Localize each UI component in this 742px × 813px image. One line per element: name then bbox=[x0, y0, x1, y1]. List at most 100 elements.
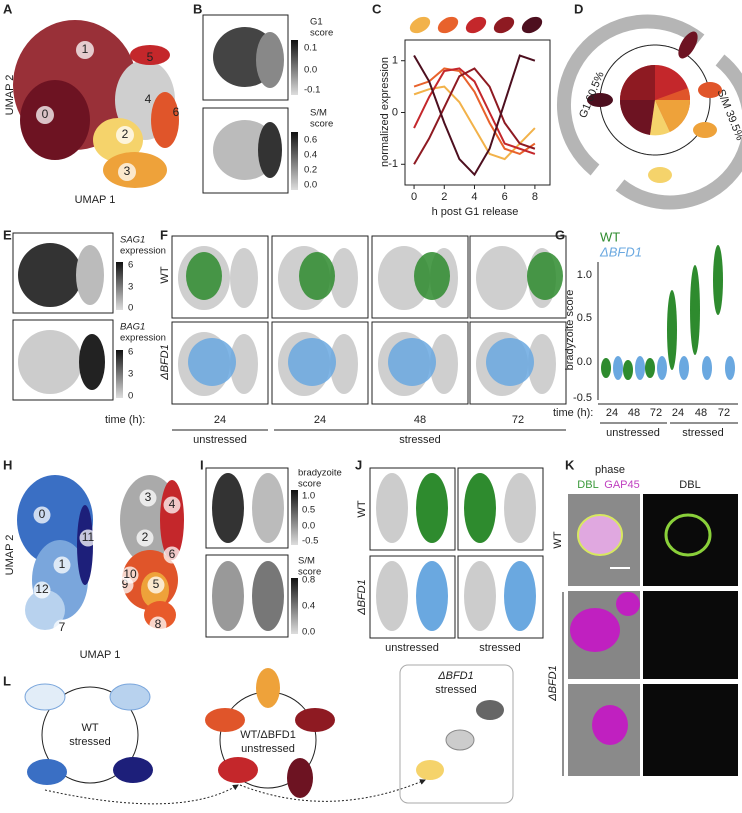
x-tick-label: 4 bbox=[471, 191, 477, 203]
cluster-badge bbox=[121, 566, 139, 584]
schematic-label: unstressed bbox=[241, 743, 295, 755]
panel-letter: L bbox=[3, 673, 11, 688]
violin-wt bbox=[667, 290, 677, 370]
channel-label: GAP45 bbox=[604, 479, 639, 491]
umap-highlight bbox=[288, 338, 336, 386]
cluster-label: 3 bbox=[145, 490, 152, 504]
umap-box bbox=[171, 321, 269, 405]
colorbar-tick: 0.0 bbox=[302, 627, 315, 638]
time-value: 72 bbox=[650, 407, 662, 419]
umap-highlight bbox=[388, 338, 436, 386]
umap-cloud bbox=[476, 246, 528, 310]
cluster-label: 10 bbox=[123, 567, 137, 581]
panel-letter: I bbox=[200, 457, 204, 472]
schematic-label: WT/ΔBFD1 bbox=[240, 729, 296, 741]
cycle-schematics bbox=[24, 664, 514, 805]
cluster-label: 0 bbox=[42, 107, 49, 121]
colorbar-title: BAG1 bbox=[120, 322, 145, 333]
panel-letter: D bbox=[574, 1, 583, 16]
cluster-label: 2 bbox=[142, 530, 149, 544]
panel-letter: G bbox=[555, 227, 565, 242]
cluster-badge bbox=[163, 546, 181, 564]
tick-label: 0.5 bbox=[577, 312, 592, 324]
colorbar-tick: 6 bbox=[128, 260, 133, 271]
cluster-label: 0 bbox=[39, 507, 46, 521]
violin-bfd1 bbox=[635, 356, 645, 380]
cluster-badge bbox=[33, 506, 51, 524]
cluster-label: 8 bbox=[155, 617, 162, 631]
axis-label: UMAP 1 bbox=[75, 194, 116, 206]
colorbar-title: score bbox=[298, 567, 321, 578]
time-value: 24 bbox=[214, 414, 226, 426]
colorbar-title: score bbox=[310, 119, 333, 130]
cluster-label: 9 bbox=[122, 577, 129, 591]
violin-bfd1 bbox=[725, 356, 735, 380]
axis-label: normalized expression bbox=[379, 57, 391, 167]
umap-cloud bbox=[330, 248, 358, 308]
series-line bbox=[413, 54, 536, 177]
colorbar-tick: 0.1 bbox=[304, 43, 317, 54]
umap-cloud bbox=[230, 334, 258, 394]
schematic-label: stressed bbox=[435, 684, 477, 696]
umap-cloud bbox=[17, 475, 184, 630]
umap-box bbox=[371, 321, 469, 405]
cluster-label: 6 bbox=[169, 547, 176, 561]
row-label: ΔBFD1 bbox=[159, 344, 171, 381]
panel-letter: K bbox=[565, 457, 575, 472]
colorbar-tick: -0.1 bbox=[304, 85, 320, 96]
umap-box bbox=[469, 235, 567, 319]
series-line bbox=[413, 67, 536, 156]
x-tick-label: 6 bbox=[502, 191, 508, 203]
plot-frame bbox=[404, 39, 551, 186]
time-value: 72 bbox=[512, 414, 524, 426]
umap-box bbox=[469, 321, 567, 405]
column-label: unstressed bbox=[385, 642, 439, 654]
umap-highlight bbox=[186, 252, 222, 300]
line-plot: -1 0 1 0 2 4 6 8 bbox=[388, 54, 538, 203]
x-tick-label: 8 bbox=[532, 191, 538, 203]
colorbar bbox=[291, 40, 298, 95]
umap-cloud bbox=[378, 246, 430, 310]
stage-icon bbox=[465, 16, 487, 34]
cluster-label: 2 bbox=[122, 127, 129, 141]
cluster-label: 1 bbox=[59, 557, 66, 571]
violin-bfd1 bbox=[679, 356, 689, 380]
panel-box bbox=[202, 107, 289, 194]
time-value: 24 bbox=[314, 414, 326, 426]
channel-label: DBL bbox=[679, 479, 700, 491]
umap-box bbox=[371, 235, 469, 319]
colorbar-title: expression bbox=[120, 246, 166, 257]
cluster-label: 3 bbox=[124, 164, 131, 178]
row-label: WT bbox=[552, 531, 564, 548]
cluster-label: 12 bbox=[35, 582, 49, 596]
condition-label: stressed bbox=[399, 434, 441, 446]
series-line bbox=[413, 67, 536, 165]
umap-cloud bbox=[13, 20, 179, 188]
row-label: WT bbox=[159, 266, 171, 283]
cluster-label: 5 bbox=[153, 577, 160, 591]
umap-highlight bbox=[414, 252, 450, 300]
colorbar-tick: 0.5 bbox=[302, 505, 315, 516]
time-value: 48 bbox=[695, 407, 707, 419]
y-tick-label: 1 bbox=[392, 55, 398, 67]
umap-highlight bbox=[486, 338, 534, 386]
time-value: 72 bbox=[718, 407, 730, 419]
micrographs bbox=[568, 494, 738, 776]
violin-wt bbox=[623, 360, 633, 380]
umap-highlight bbox=[188, 338, 236, 386]
cluster-badge bbox=[149, 616, 167, 634]
cluster-label: 5 bbox=[147, 50, 154, 64]
panel-box bbox=[12, 232, 114, 314]
panel-letter: C bbox=[372, 1, 382, 16]
series-line bbox=[413, 67, 536, 155]
umap-box bbox=[271, 321, 369, 405]
colorbar-title: S/M bbox=[298, 556, 315, 567]
colorbar-title: SAG1 bbox=[120, 235, 145, 246]
violin-wt bbox=[690, 265, 700, 355]
cluster-badge bbox=[147, 576, 165, 594]
colorbar-tick: 0.4 bbox=[302, 601, 315, 612]
colorbar-tick: 0.0 bbox=[302, 521, 315, 532]
colorbar-tick: -0.5 bbox=[302, 536, 318, 547]
arc-label: S/M 39.5% bbox=[714, 88, 742, 143]
cluster-badge bbox=[163, 496, 181, 514]
